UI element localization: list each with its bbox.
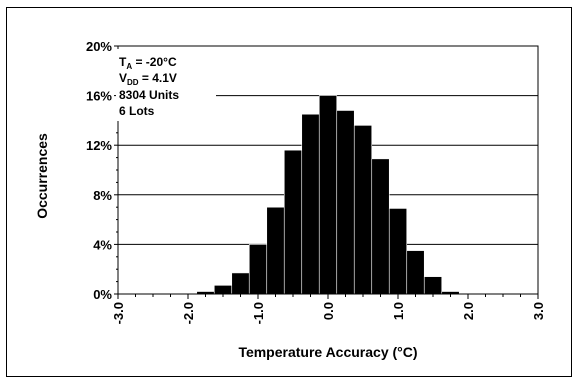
annotation-lots: 6 Lots [119, 104, 155, 118]
x-axis-label: Temperature Accuracy (°C) [238, 344, 417, 360]
y-tick-label-4: 16% [86, 89, 112, 104]
x-tick-label-6: 3.0 [531, 302, 546, 320]
histogram-bar-6 [301, 113, 320, 295]
chart-frame: 0% 4% 8% 12% 16% 20% -3.0 -2.0 -1.0 0.0 1.0 2.0 3.0… [6, 7, 572, 377]
y-tick-label-1: 4% [93, 237, 112, 252]
histogram-bar-3 [248, 244, 268, 295]
histogram-bars [196, 95, 460, 295]
y-tick-label-3: 12% [86, 138, 112, 153]
annotation-voltage: VDD = 4.1V [119, 71, 177, 87]
y-tick-label-0: 0% [93, 287, 112, 302]
y-tick-label-5: 20% [86, 39, 112, 54]
annotation-units: 8304 Units [119, 88, 179, 102]
x-tick-label-4: 1.0 [391, 302, 406, 320]
annotation-temperature: TA = -20°C [119, 55, 177, 71]
histogram-bar-9 [353, 125, 373, 295]
histogram-chart: 0% 4% 8% 12% 16% 20% -3.0 -2.0 -1.0 0.0 1.0 2.0 3.0… [34, 39, 546, 360]
histogram-bar-10 [371, 158, 390, 295]
histogram-bar-8 [336, 110, 355, 295]
x-tick-label-0: -3.0 [111, 302, 126, 324]
histogram-bar-2 [231, 272, 250, 295]
histogram-bar-4 [266, 206, 285, 295]
histogram-bar-13 [423, 276, 443, 295]
histogram-bar-11 [388, 208, 408, 295]
x-axis-ticks: -3.0 -2.0 -1.0 0.0 1.0 2.0 3.0 [111, 294, 546, 324]
conditions-annotation: TA = -20°C VDD = 4.1V 8304 Units 6 Lots [116, 49, 216, 121]
x-tick-label-3: 0.0 [321, 302, 336, 320]
histogram-bar-12 [406, 250, 425, 295]
histogram-bar-1 [213, 285, 233, 295]
x-tick-label-2: -1.0 [251, 302, 266, 324]
x-tick-label-1: -2.0 [181, 302, 196, 324]
histogram-bar-5 [283, 149, 303, 295]
y-tick-label-2: 8% [93, 188, 112, 203]
histogram-bar-7 [318, 95, 338, 295]
y-axis-label: Occurrences [34, 133, 50, 219]
annotation-background [116, 49, 216, 121]
y-axis-ticks: 0% 4% 8% 12% 16% 20% [86, 39, 118, 302]
x-tick-label-5: 2.0 [461, 302, 476, 320]
